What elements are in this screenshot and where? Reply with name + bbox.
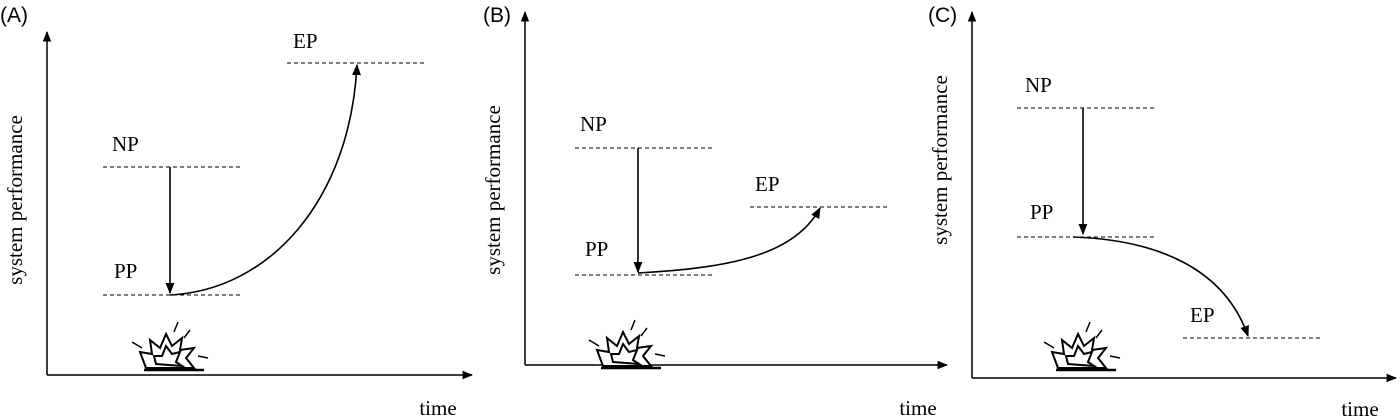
x-axis-label: time xyxy=(899,396,936,420)
panel-c: (C) system performance time NP PP EP xyxy=(928,4,1398,420)
panel-a: (A) system performance time NP PP EP xyxy=(0,4,474,420)
y-axis-label: system performance xyxy=(928,75,952,245)
disruption-icon xyxy=(1042,320,1122,372)
panel-b: (B) system performance time NP PP EP xyxy=(481,4,949,420)
panel-label: (B) xyxy=(483,4,511,27)
y-axis-label: system performance xyxy=(3,115,27,285)
recovery-curve xyxy=(169,63,361,296)
disruption-icon xyxy=(130,320,210,372)
disruption-icon xyxy=(587,318,667,370)
np-label: NP xyxy=(1025,73,1052,97)
pp-label: PP xyxy=(1030,200,1053,224)
y-axis-label: system performance xyxy=(481,105,505,275)
np-label: NP xyxy=(580,112,607,136)
np-label: NP xyxy=(112,132,139,156)
panel-label: (A) xyxy=(0,4,28,27)
recovery-curve xyxy=(637,207,821,274)
ep-label: EP xyxy=(293,29,318,53)
x-axis-label: time xyxy=(419,396,456,420)
pp-label: PP xyxy=(114,259,137,283)
ep-label: EP xyxy=(1190,303,1215,327)
ep-label: EP xyxy=(755,172,780,196)
decline-curve xyxy=(1072,236,1249,338)
pp-label: PP xyxy=(585,237,608,261)
x-axis-label: time xyxy=(1341,397,1378,420)
panel-label: (C) xyxy=(928,4,957,27)
